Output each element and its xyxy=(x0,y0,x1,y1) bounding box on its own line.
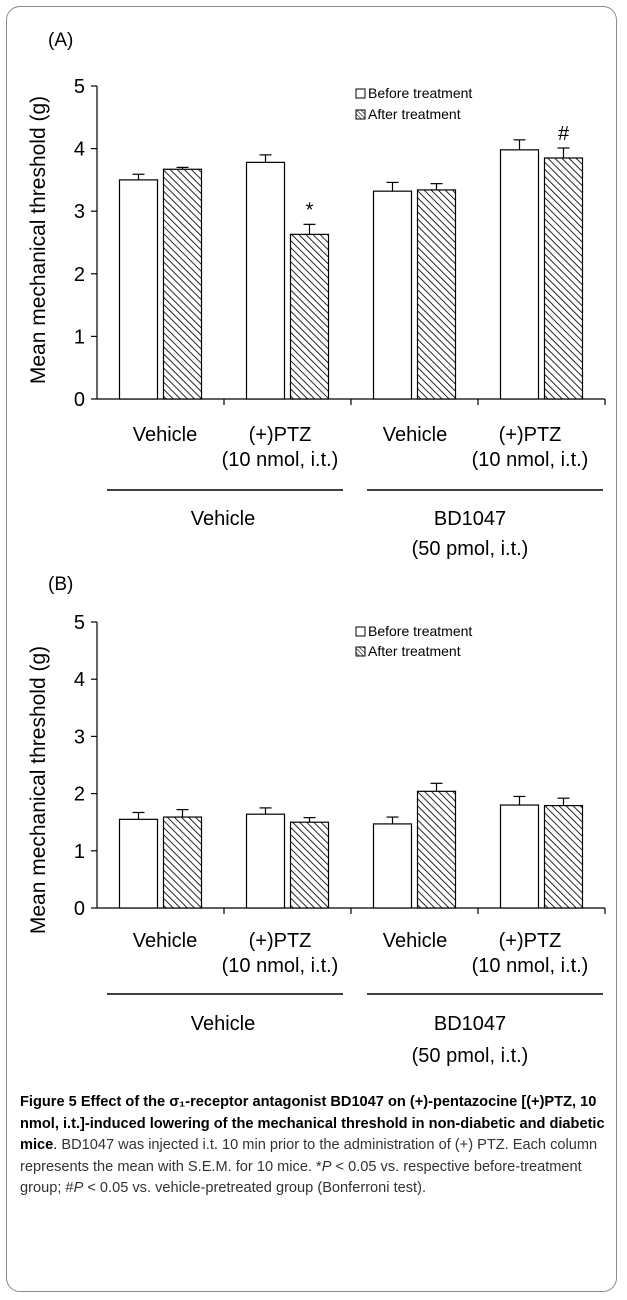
panel-a-category-3: Vehicle xyxy=(383,424,448,446)
panel-b-y-axis-title: Mean mechanical threshold (g) xyxy=(27,646,50,934)
panel-a-category-2: (+)PTZ xyxy=(249,424,312,446)
panel-b-y-tick-label: 1 xyxy=(74,841,85,863)
panel-a-category-4-sub: (10 nmol, i.t.) xyxy=(472,449,589,471)
panel-a-y-tick-label: 4 xyxy=(74,139,85,161)
caption-p-1: P xyxy=(321,1158,332,1175)
panel-a-y-tick-label: 0 xyxy=(74,389,85,411)
panel-a-bar-before-1 xyxy=(118,179,159,400)
legend-before-label: Before treatment xyxy=(368,85,472,101)
panel-b-category-3: Vehicle xyxy=(383,930,448,952)
caption-p-2: P xyxy=(73,1180,84,1196)
panel-a-category-1: Vehicle xyxy=(133,424,198,446)
legend-after-label: After treatment xyxy=(368,643,461,659)
panel-b-bar-before-2 xyxy=(245,813,286,909)
panel-b-category-2-sub: (10 nmol, i.t.) xyxy=(222,955,339,977)
caption-body: BD1047 was injected i.t. 10 min prior to… xyxy=(20,1137,597,1196)
panel-a-bar-before-3 xyxy=(372,190,413,400)
panel-b-y-tick-label: 0 xyxy=(74,898,85,920)
panel-a-category-4: (+)PTZ xyxy=(499,424,562,446)
panel-b-label: (B) xyxy=(48,574,73,595)
panel-b-bar-before-4 xyxy=(499,804,540,909)
panel-b: (B) Mean mechanical threshold (g) Before… xyxy=(27,574,606,1067)
figure-caption: Figure 5 Effect of the σ₁-receptor antag… xyxy=(20,1092,610,1200)
panel-a-category-2-sub: (10 nmol, i.t.) xyxy=(222,449,339,471)
panel-a-bar-after-3 xyxy=(416,189,457,400)
panel-b-category-4: (+)PTZ xyxy=(499,930,562,952)
panel-b-bar-after-3 xyxy=(416,790,457,909)
panel-a-y-axis-title: Mean mechanical threshold (g) xyxy=(27,96,50,384)
panel-a-bar-after-1 xyxy=(162,168,203,400)
legend-before-swatch xyxy=(355,88,366,99)
legend-after-swatch xyxy=(355,646,366,657)
panel-a-significance-mark: # xyxy=(558,123,570,145)
panel-a-bar-after-2 xyxy=(289,233,330,400)
caption-body-3: < 0.05 vs. vehicle-pretreated group (Bon… xyxy=(83,1180,427,1196)
caption-body-2: < 0.05 vs. respective before-treatment g… xyxy=(20,1158,582,1197)
legend-before-label: Before treatment xyxy=(368,623,472,639)
figure-svg: (A) Mean mechanical threshold (g) Before… xyxy=(27,30,606,1067)
panel-b-bar-after-2 xyxy=(289,821,330,909)
panel-a-group-1-label: Vehicle xyxy=(191,508,256,530)
panel-b-y-tick-label: 2 xyxy=(74,784,85,806)
panel-b-y-tick-label: 5 xyxy=(74,612,85,634)
panel-a: (A) Mean mechanical threshold (g) Before… xyxy=(27,30,606,560)
legend-after-label: After treatment xyxy=(368,106,461,122)
legend-before-swatch xyxy=(355,626,366,637)
panel-a-bar-before-4 xyxy=(499,149,540,400)
panel-b-group-2-label: BD1047 xyxy=(434,1013,506,1035)
panel-a-bar-before-2 xyxy=(245,161,286,400)
panel-a-group-2-sublabel: (50 pmol, i.t.) xyxy=(412,538,529,560)
panel-a-y-tick-label: 2 xyxy=(74,264,85,286)
panel-b-group-2-sublabel: (50 pmol, i.t.) xyxy=(412,1045,529,1067)
panel-b-bar-before-3 xyxy=(372,823,413,909)
panel-a-group-2-label: BD1047 xyxy=(434,508,506,530)
panel-b-legend: Before treatment After treatment xyxy=(355,623,472,659)
panel-b-group-1-label: Vehicle xyxy=(191,1013,256,1035)
panel-b-category-4-sub: (10 nmol, i.t.) xyxy=(472,955,589,977)
caption-title-period: . xyxy=(53,1137,58,1153)
panel-b-bar-after-4 xyxy=(543,805,584,909)
panel-b-bar-before-1 xyxy=(118,818,159,909)
panel-b-category-2: (+)PTZ xyxy=(249,930,312,952)
panel-b-plot: 0 1 2 3 4 5 xyxy=(74,612,606,920)
panel-b-category-1: Vehicle xyxy=(133,930,198,952)
panel-a-y-tick-label: 1 xyxy=(74,326,85,348)
panel-b-y-tick-label: 4 xyxy=(74,669,85,691)
panel-a-y-tick-label: 3 xyxy=(74,201,85,223)
panel-a-plot: 0 1 2 3 4 5 * # xyxy=(74,76,606,411)
panel-a-significance-mark: * xyxy=(306,199,314,221)
panel-a-y-tick-label: 5 xyxy=(74,76,85,98)
legend-after-swatch xyxy=(355,109,366,120)
panel-b-bar-after-1 xyxy=(162,816,203,909)
caption-body-1: BD1047 was injected i.t. 10 min prior to… xyxy=(20,1137,598,1175)
panel-a-bar-after-4 xyxy=(543,157,584,400)
panel-a-legend: Before treatment After treatment xyxy=(355,85,472,122)
panel-a-label: (A) xyxy=(48,30,73,51)
caption-title: Figure 5 Effect of the σ₁-receptor antag… xyxy=(20,1094,605,1153)
panel-b-y-tick-label: 3 xyxy=(74,726,85,748)
